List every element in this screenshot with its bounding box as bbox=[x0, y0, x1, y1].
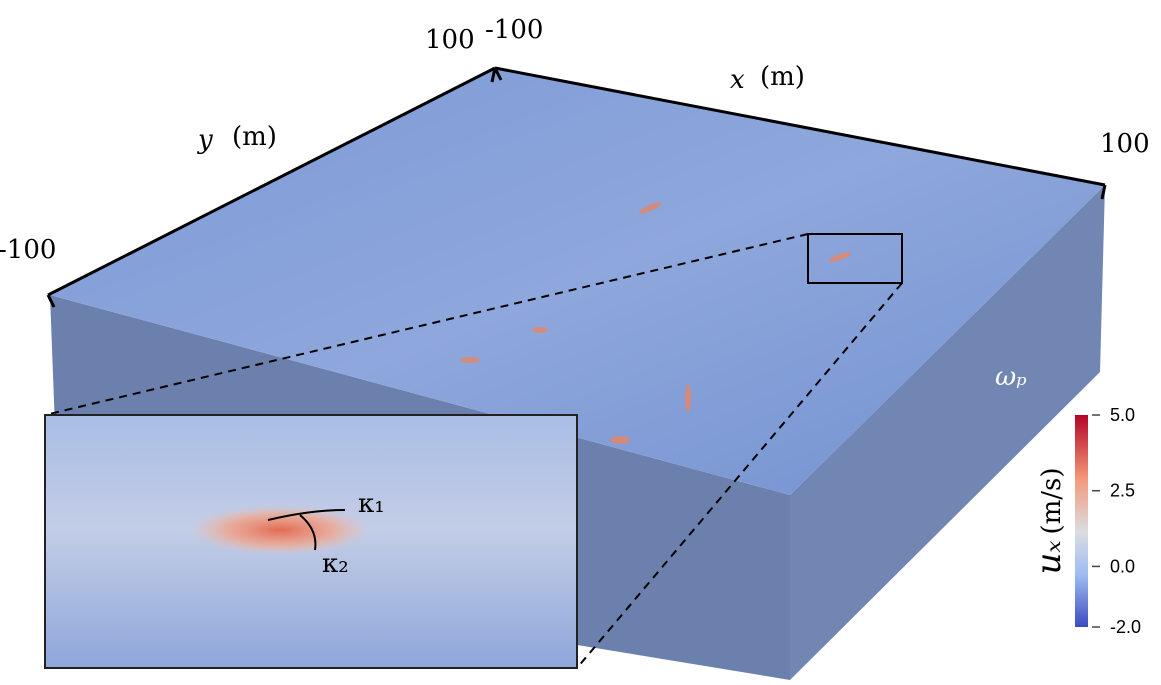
x-axis-line bbox=[494, 66, 1106, 187]
inset-label: κ₁ bbox=[358, 489, 385, 519]
y-tick-label: 100 bbox=[425, 25, 475, 55]
y-tick bbox=[46, 294, 56, 308]
colorbar-tick-label: 0.0 bbox=[1110, 556, 1135, 576]
y-axis-symbol: y bbox=[197, 125, 213, 155]
right-face bbox=[790, 185, 1105, 680]
y-axis-unit: (m) bbox=[232, 122, 277, 152]
curvature-line bbox=[267, 509, 346, 521]
colorbar-tick-label: 5.0 bbox=[1110, 405, 1135, 425]
x-tick bbox=[1100, 184, 1107, 200]
inset-blob bbox=[190, 505, 370, 555]
curvature-line bbox=[299, 514, 317, 551]
inset-label: κ₂ bbox=[322, 549, 349, 579]
colorbar: uₓ (m/s) -2.0 0.0 2.5 5.0 bbox=[1029, 405, 1141, 637]
x-tick-label: 100 bbox=[1100, 129, 1150, 159]
x-axis-unit: (m) bbox=[760, 62, 805, 92]
colorbar-symbol: uₓ bbox=[1029, 541, 1069, 575]
zoom-line bbox=[44, 233, 809, 416]
colorbar-tick-label: -2.0 bbox=[1110, 617, 1141, 637]
zoom-box bbox=[807, 233, 903, 284]
colorbar-tick-label: 2.5 bbox=[1110, 481, 1135, 501]
x-axis-symbol: x bbox=[730, 65, 745, 95]
colorbar-label: uₓ (m/s) bbox=[1029, 467, 1069, 574]
colorbar-scale bbox=[1075, 415, 1088, 627]
axes: x (m) y (m) ωₚ bbox=[47, 62, 1106, 392]
streaks bbox=[460, 202, 852, 444]
y-tick-label: -100 bbox=[0, 235, 56, 265]
y-axis-line bbox=[47, 66, 496, 297]
x-tick-label: -100 bbox=[485, 15, 543, 45]
inset: κ₁ κ₂ bbox=[44, 414, 578, 669]
annotation: ωₚ bbox=[995, 362, 1027, 392]
y-tick bbox=[493, 67, 503, 81]
top-surface bbox=[50, 68, 1105, 495]
colorbar-unit: (m/s) bbox=[1037, 467, 1067, 534]
